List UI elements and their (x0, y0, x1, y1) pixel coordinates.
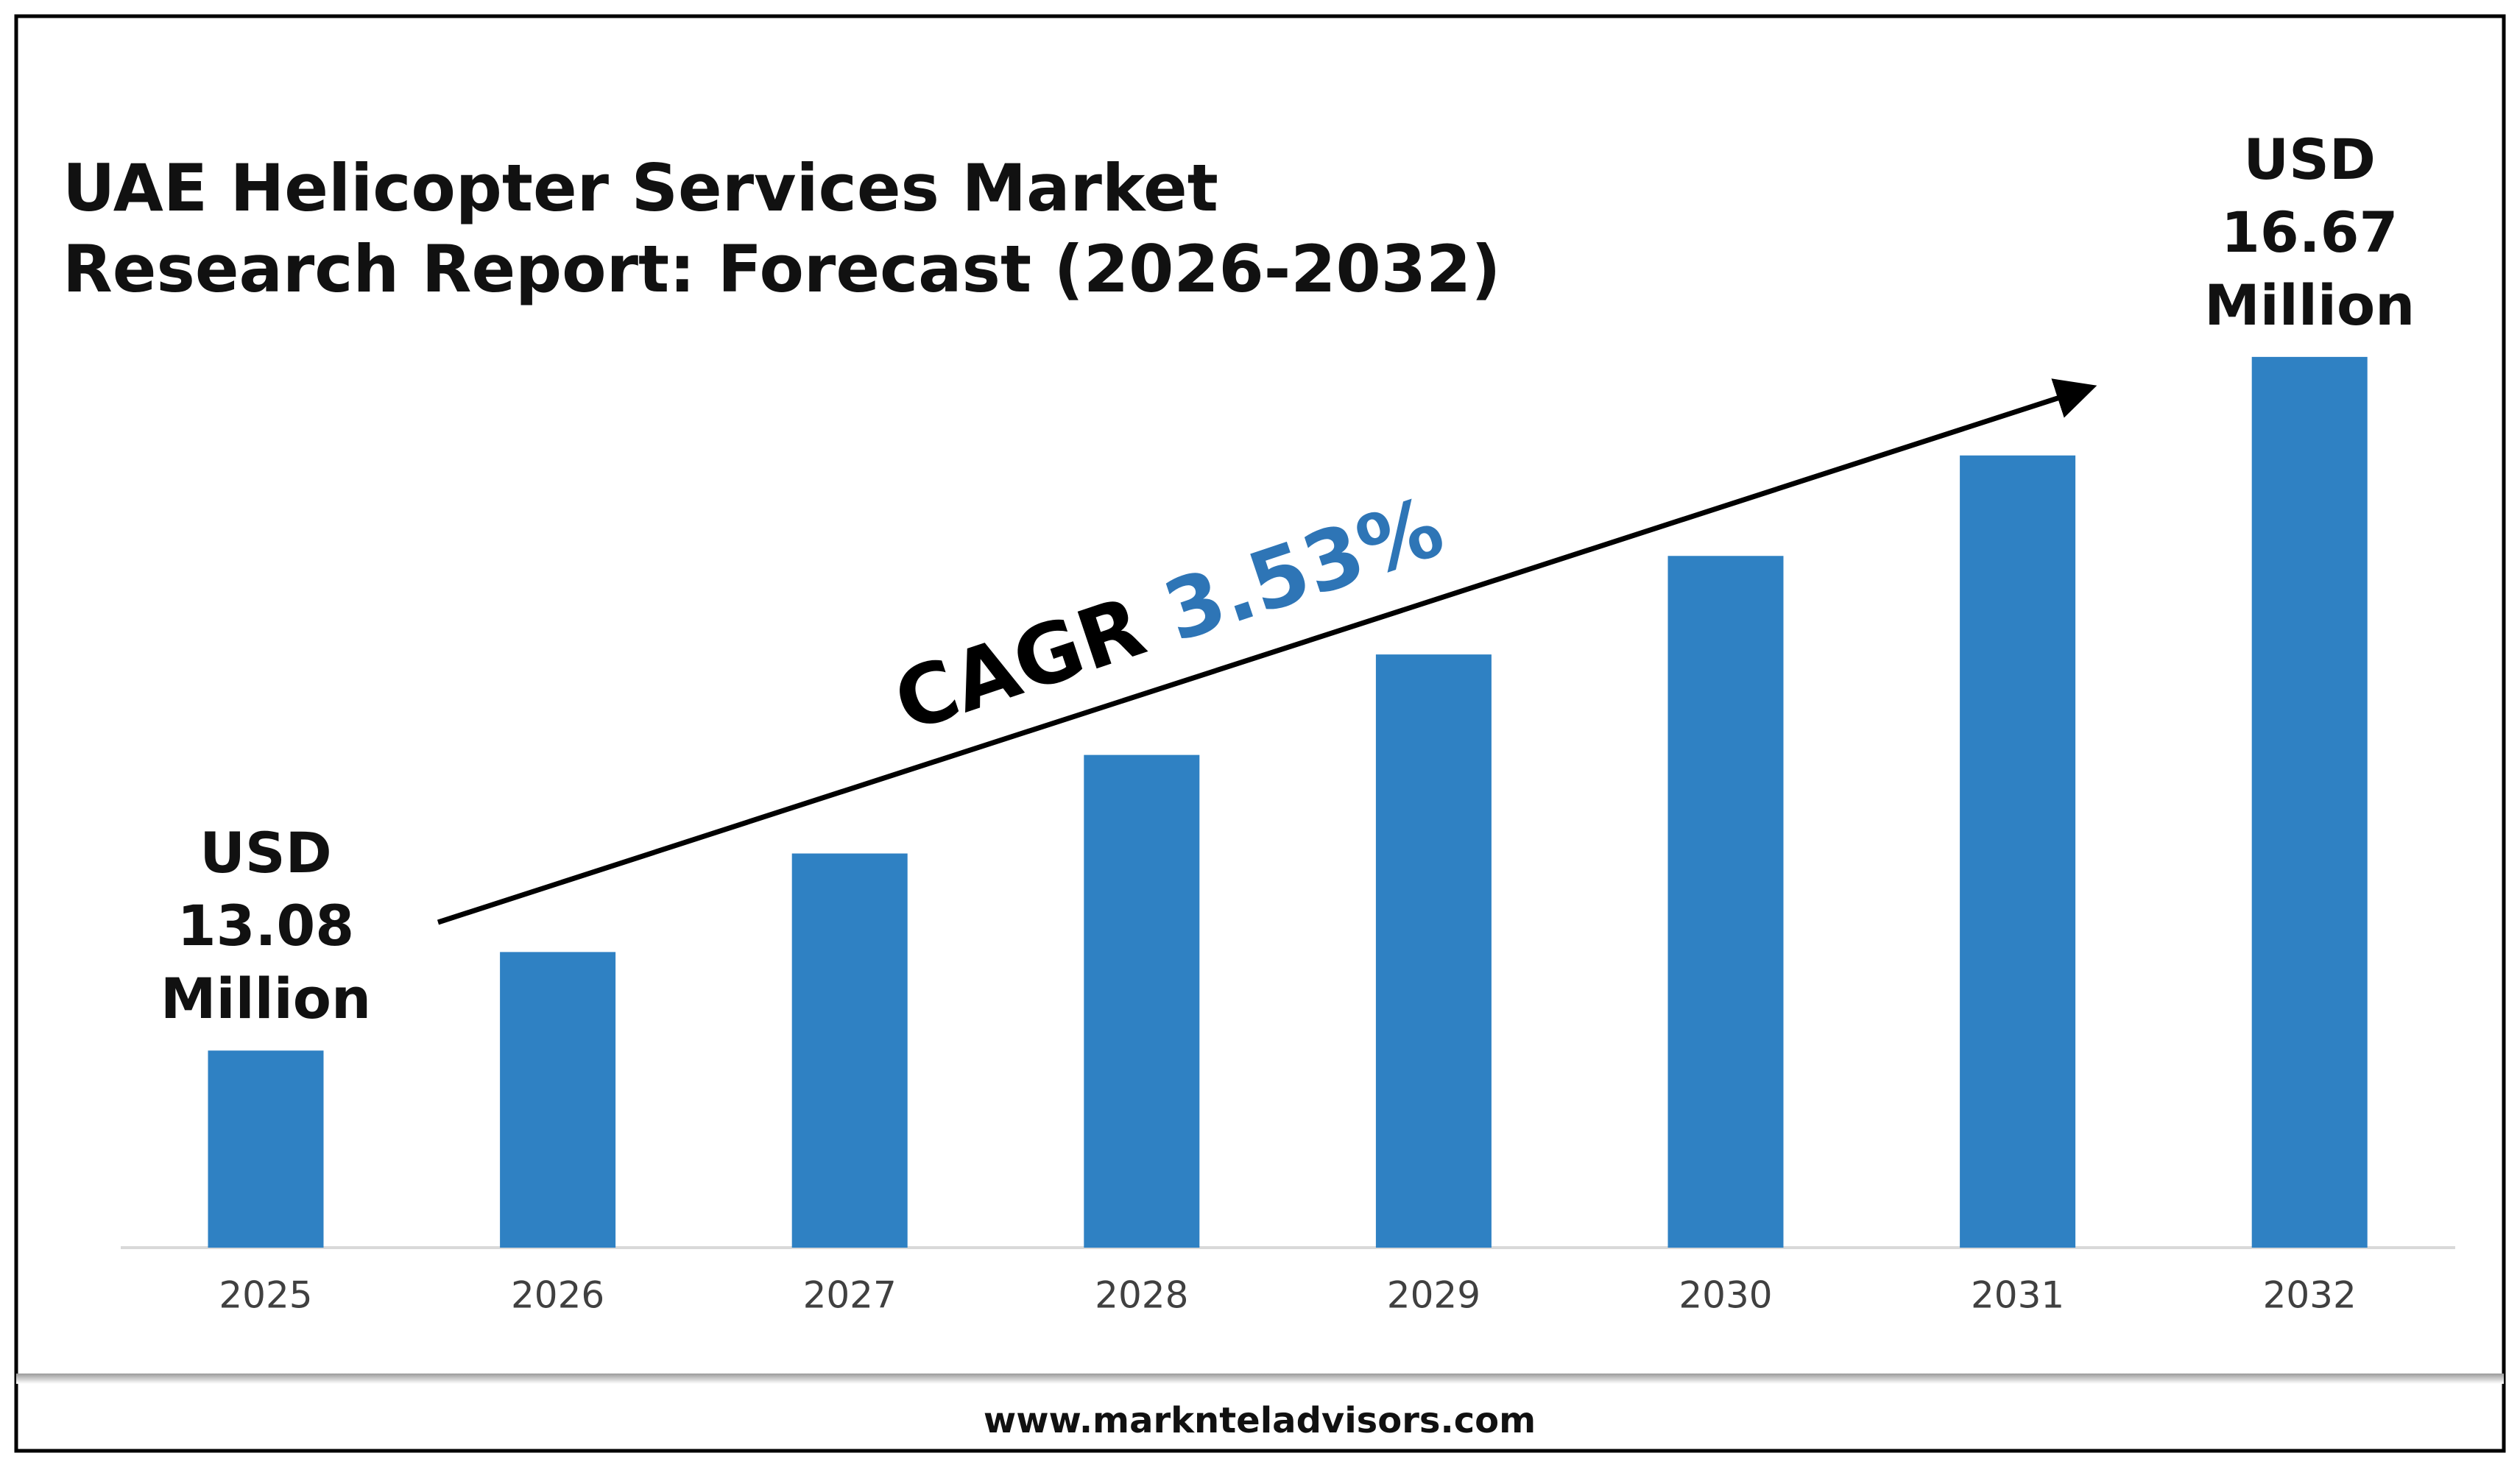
footer-divider (16, 1374, 2504, 1384)
data-label: 13.08 (177, 893, 354, 958)
bar (2251, 356, 2368, 1248)
bar (208, 1050, 324, 1248)
chart-title: Research Report: Forecast (2026-2032) (63, 231, 1500, 307)
footer: www.marknteladvisors.com (984, 1400, 1536, 1441)
frame (14, 14, 2506, 1453)
bar (1375, 654, 1492, 1248)
chart-title: UAE Helicopter Services Market (63, 150, 1218, 226)
bar (1084, 754, 1200, 1248)
data-label: USD (200, 820, 332, 885)
data-label: 16.67 (2221, 199, 2398, 265)
data-label: Million (160, 966, 371, 1031)
x-tick-label: 2032 (2263, 1274, 2357, 1317)
bar (1960, 455, 2076, 1248)
x-tick-label: 2025 (219, 1274, 312, 1317)
bar (500, 952, 616, 1248)
data-label: Million (2204, 272, 2415, 338)
bar (1667, 556, 1784, 1248)
trend-arrow (437, 378, 2097, 925)
x-tick-label: 2029 (1387, 1274, 1480, 1317)
x-tick-label: 2030 (1679, 1274, 1772, 1317)
bar (791, 853, 908, 1248)
x-tick-label: 2031 (1971, 1274, 2064, 1317)
data-label: USD (2243, 127, 2376, 192)
x-tick-label: 2027 (803, 1274, 897, 1317)
x-tick-label: 2028 (1095, 1274, 1188, 1317)
x-tick-label: 2026 (511, 1274, 604, 1317)
